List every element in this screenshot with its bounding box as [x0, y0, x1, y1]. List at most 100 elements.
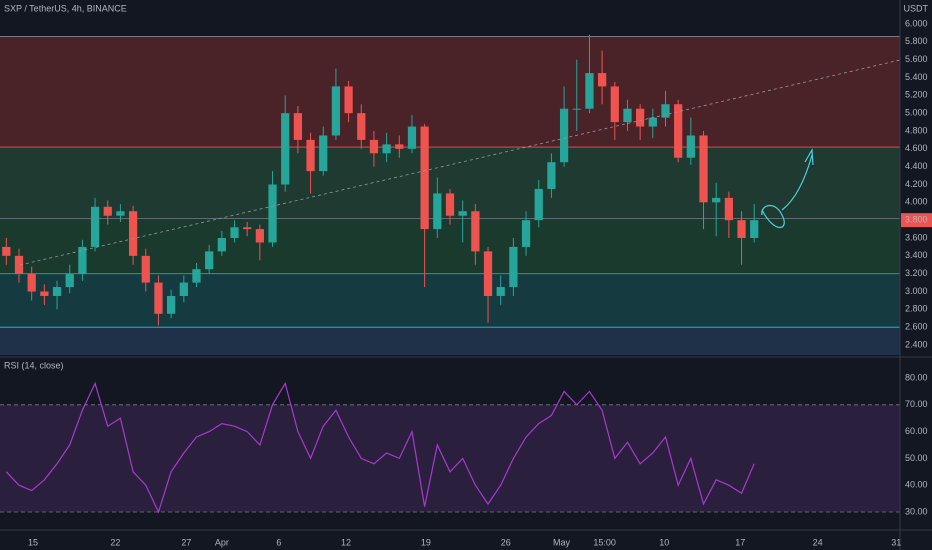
candle-body — [547, 162, 556, 189]
candle-body — [483, 251, 493, 296]
candle-body — [471, 211, 480, 252]
candle-body — [293, 113, 303, 140]
candle-body — [699, 135, 708, 203]
x-tick-label: 26 — [501, 537, 511, 547]
candle-body — [230, 227, 239, 239]
y-tick-label: 3.000 — [905, 286, 928, 296]
x-tick-label: 10 — [659, 537, 669, 547]
candle-body — [154, 282, 163, 314]
x-tick-label: May — [553, 537, 571, 547]
y-tick-label: 50.00 — [905, 453, 928, 463]
candle-body — [255, 229, 264, 243]
candle-body — [445, 193, 455, 216]
candle-body — [344, 86, 353, 114]
y-tick-label: 6.000 — [905, 18, 928, 28]
candle-body — [268, 184, 277, 243]
x-tick-label: Apr — [215, 537, 229, 547]
candle-body — [674, 104, 683, 158]
zone — [0, 273, 900, 328]
y-tick-label: 4.000 — [905, 197, 928, 207]
x-tick-label: 17 — [735, 537, 745, 547]
candle-body — [496, 287, 505, 296]
candle-body — [192, 269, 201, 283]
x-tick-label: 15 — [28, 537, 38, 547]
chart-title: SXP / TetherUS, 4h, BINANCE — [4, 3, 127, 13]
y-tick-label: 2.800 — [905, 304, 928, 314]
candle-body — [306, 139, 315, 172]
candle-body — [686, 135, 695, 158]
candle-body — [610, 86, 619, 123]
y-tick-label: 2.600 — [905, 322, 928, 332]
candle-body — [217, 238, 226, 252]
y-tick-label: 4.200 — [905, 179, 928, 189]
candle-body — [319, 135, 328, 172]
candle-body — [14, 255, 24, 274]
candle-body — [712, 197, 721, 203]
y-tick-label: 30.00 — [905, 506, 928, 516]
y-tick-label: 3.200 — [905, 268, 928, 278]
candle-body — [521, 220, 531, 247]
candle-body — [128, 211, 138, 256]
candle-body — [27, 273, 36, 292]
candle-body — [103, 206, 112, 216]
candle-body — [281, 113, 290, 185]
x-tick-label: 27 — [181, 537, 191, 547]
candle-body — [737, 220, 746, 239]
y-tick-label: 3.400 — [905, 250, 928, 260]
x-tick-label: 22 — [110, 537, 120, 547]
candle-body — [648, 117, 657, 127]
candle-body — [243, 227, 252, 230]
candle-body — [534, 188, 543, 221]
candle-body — [420, 126, 429, 230]
x-tick-label: 6 — [276, 537, 281, 547]
candle-body — [382, 144, 391, 154]
y-tick-label: 3.600 — [905, 232, 928, 242]
candle-body — [750, 220, 759, 239]
candle-body — [458, 211, 467, 216]
candle-body — [52, 287, 62, 296]
candle-body — [331, 86, 341, 136]
candle-body — [40, 291, 49, 296]
y-tick-label: 5.000 — [905, 108, 928, 118]
x-tick-label: 31 — [891, 537, 901, 547]
candle-body — [116, 211, 125, 216]
axis-unit: USDT — [904, 3, 929, 13]
zone — [0, 36, 900, 148]
candle-body — [167, 295, 176, 314]
candle-body — [509, 246, 518, 288]
candle-body — [369, 139, 379, 154]
candle-body — [2, 246, 11, 256]
candle-body — [661, 104, 670, 118]
candle-body — [623, 108, 632, 123]
y-tick-label: 5.600 — [905, 54, 928, 64]
indicator-title: RSI (14, close) — [4, 360, 64, 370]
candle-body — [395, 144, 404, 149]
candle-body — [407, 126, 417, 149]
y-tick-label: 5.400 — [905, 72, 928, 82]
y-tick-label: 4.400 — [905, 161, 928, 171]
y-tick-label: 5.200 — [905, 90, 928, 100]
y-tick-label: 4.800 — [905, 125, 928, 135]
candle-body — [205, 251, 214, 270]
y-tick-label: 40.00 — [905, 480, 928, 490]
trend-line — [19, 59, 901, 266]
candle-body — [572, 108, 581, 110]
rsi-line — [5, 381, 755, 514]
rsi-band — [0, 404, 900, 512]
y-tick-label: 5.800 — [905, 36, 928, 46]
x-tick-label: 12 — [341, 537, 351, 547]
y-tick-label: 60.00 — [905, 426, 928, 436]
candle-body — [65, 273, 74, 288]
x-tick-label: 15:00 — [593, 537, 616, 547]
candle-body — [90, 206, 100, 247]
candle-body — [141, 255, 150, 283]
candle-body — [559, 108, 569, 163]
y-tick-label: 2.400 — [905, 339, 928, 349]
candle-body — [585, 73, 594, 109]
x-tick-label: 24 — [813, 537, 823, 547]
candle-body — [357, 113, 366, 140]
zone — [0, 327, 900, 355]
candle-body — [636, 108, 645, 127]
x-tick-label: 19 — [421, 537, 431, 547]
